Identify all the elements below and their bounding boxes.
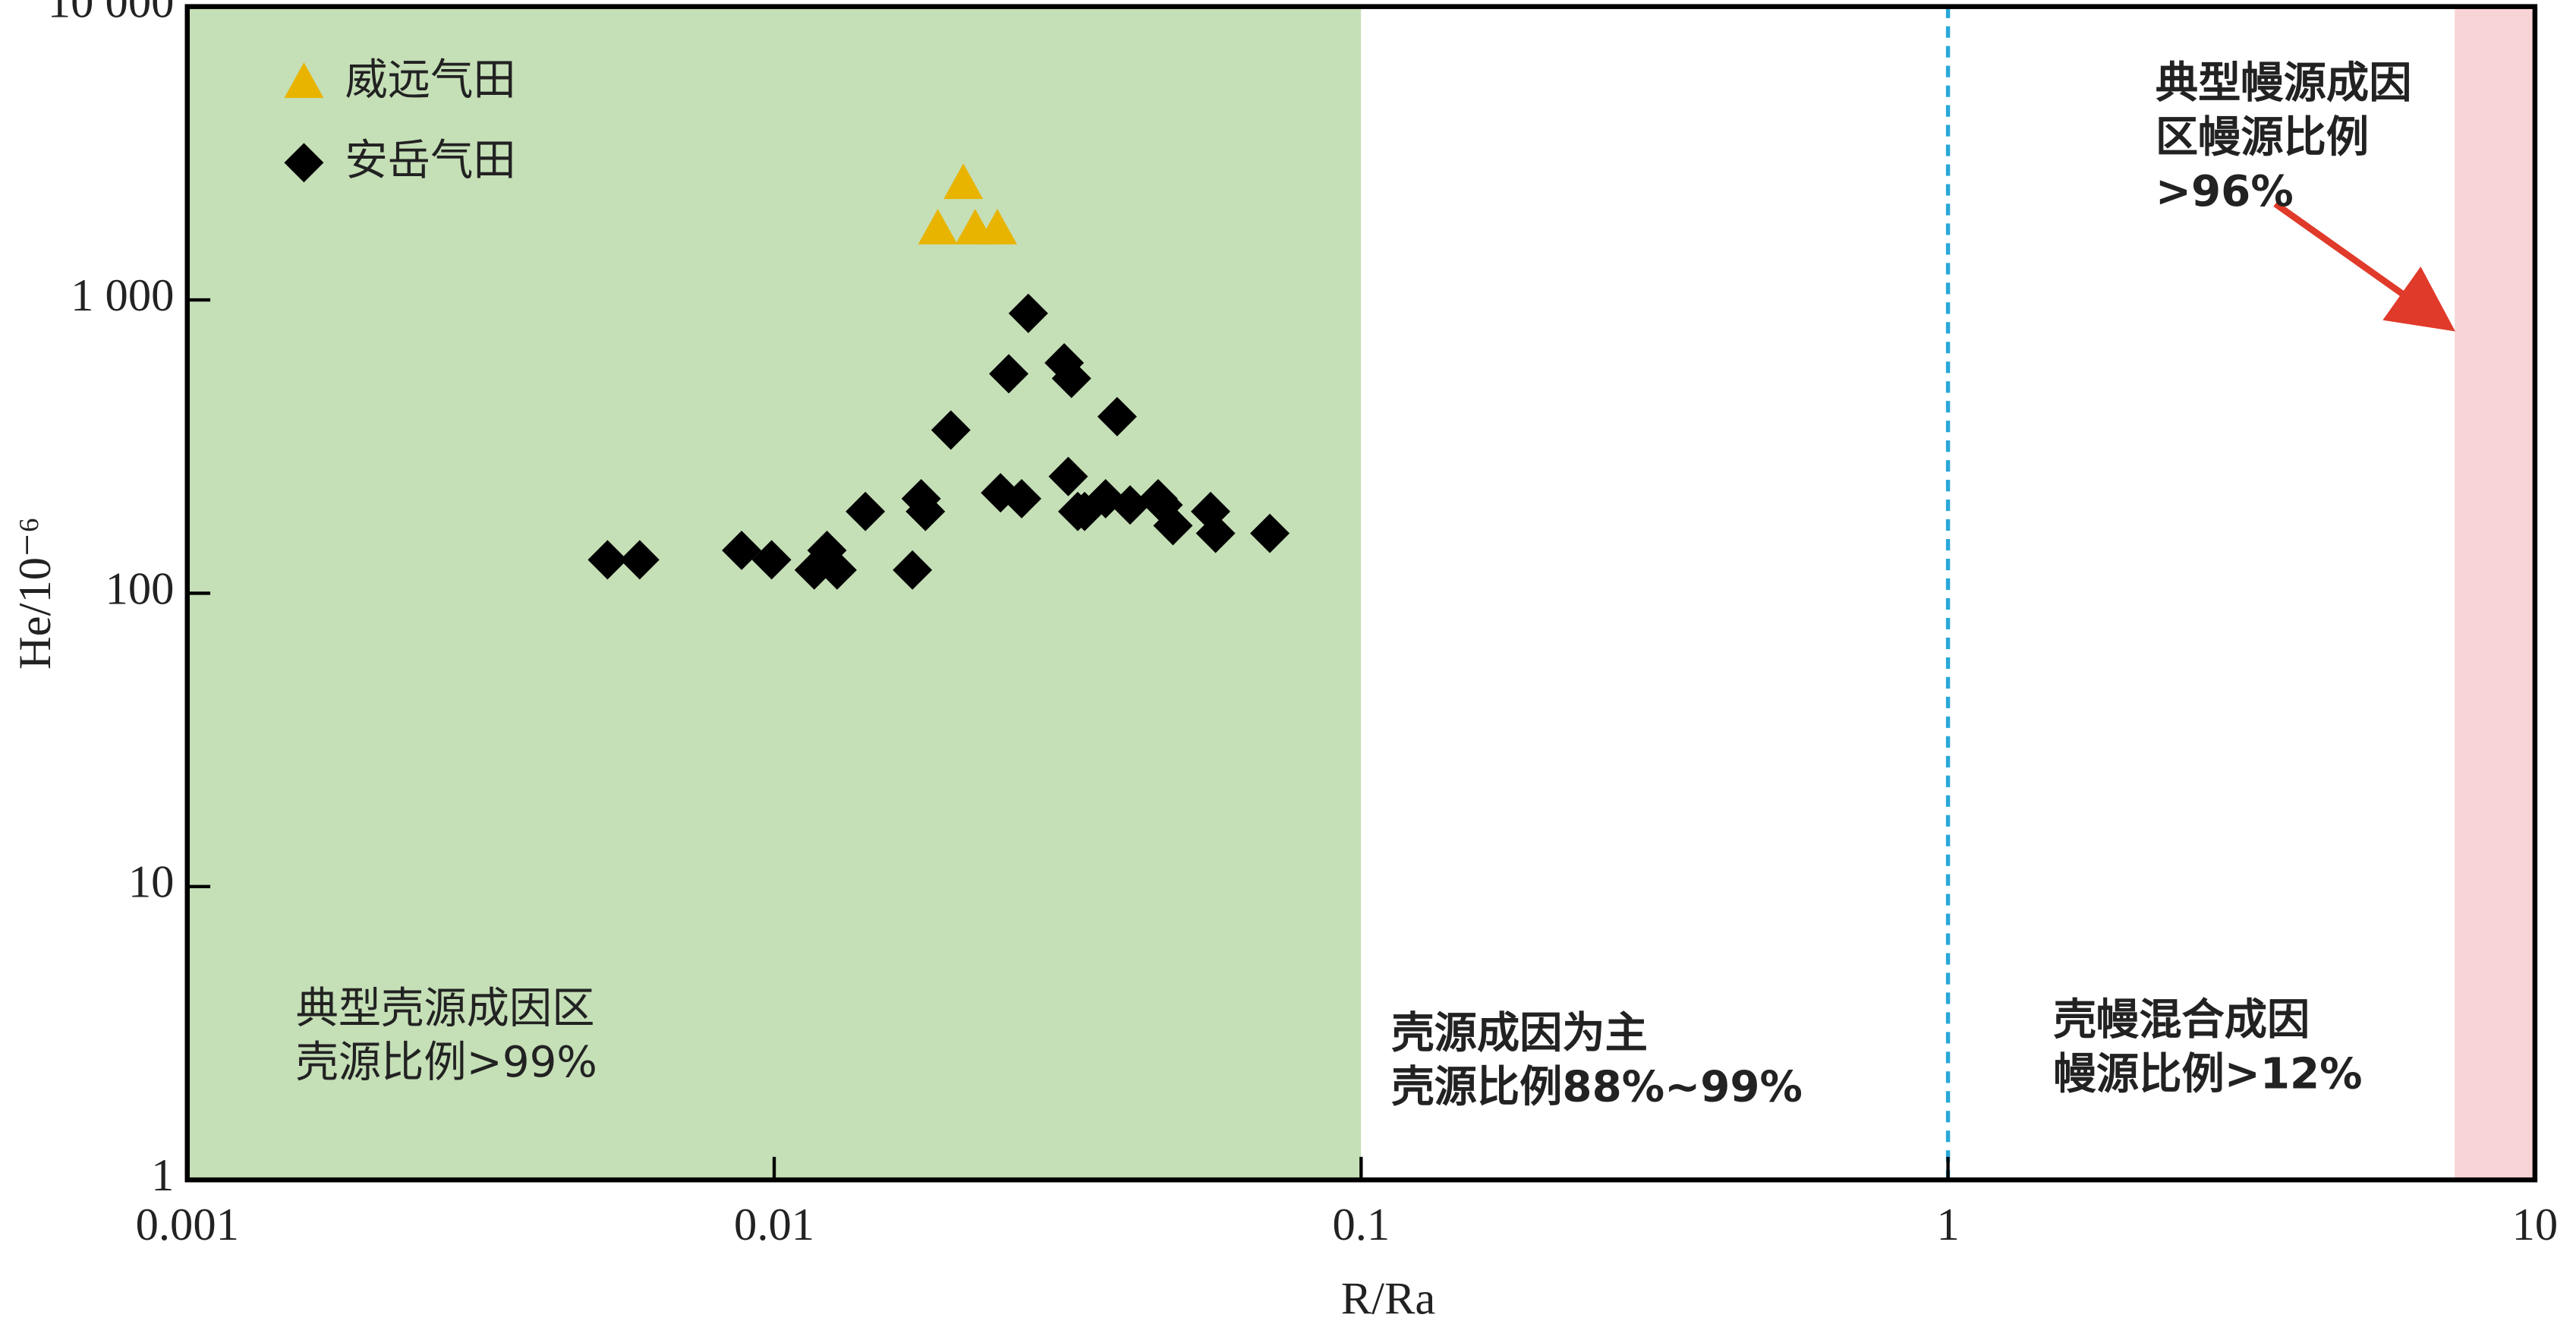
data-point	[1250, 513, 1290, 553]
data-point	[1008, 293, 1048, 333]
annotation-arrow	[2273, 200, 2455, 332]
x-tick-label: 1	[1936, 1199, 1959, 1250]
data-point	[1195, 513, 1236, 553]
region-label: 典型壳源成因区	[296, 984, 595, 1033]
data-point	[619, 540, 660, 580]
region	[1948, 6, 2455, 1181]
legend-label: 安岳气田	[345, 136, 516, 185]
y-tick-label: 1	[151, 1150, 174, 1201]
data-point	[943, 163, 984, 200]
data-point	[989, 354, 1029, 394]
region-label: 典型幔源成因	[2156, 58, 2412, 108]
data-point	[587, 540, 628, 580]
legend-marker	[284, 62, 324, 99]
legend-label: 威远气田	[345, 55, 516, 105]
x-tick-label: 0.1	[1332, 1199, 1390, 1250]
region-label: >96%	[2156, 167, 2294, 216]
data-point	[1153, 506, 1193, 546]
y-tick-label: 100	[105, 563, 175, 614]
region-label: 壳源成因为主	[1391, 1008, 1648, 1058]
data-point	[817, 550, 857, 590]
y-tick-label: 10 000	[48, 0, 175, 28]
data-point	[893, 550, 933, 590]
data-point	[722, 530, 762, 570]
region	[187, 6, 1362, 1181]
y-axis-label: He/10⁻⁶	[10, 517, 61, 670]
y-tick-label: 10	[128, 857, 175, 908]
region-label: 壳源比例88%~99%	[1391, 1063, 1803, 1112]
region-label: 区幔源比例	[2156, 113, 2369, 162]
legend-marker	[284, 143, 324, 183]
region	[2455, 6, 2535, 1181]
x-tick-label: 0.01	[734, 1199, 814, 1250]
data-point	[794, 550, 834, 590]
region-label: 幔源比例>12%	[2054, 1049, 2363, 1099]
y-tick-label: 1 000	[71, 270, 174, 321]
region	[1361, 6, 1948, 1181]
x-tick-label: 0.001	[136, 1199, 239, 1250]
data-point	[978, 209, 1018, 244]
data-point	[1048, 456, 1088, 496]
x-axis-label: R/Ra	[1341, 1273, 1436, 1324]
data-point	[918, 209, 958, 244]
region-label: 壳源比例>99%	[296, 1038, 597, 1087]
data-point	[751, 540, 792, 580]
data-point	[905, 491, 946, 531]
x-tick-label: 10	[2512, 1199, 2559, 1250]
region-label: 壳幔混合成因	[2054, 995, 2310, 1045]
